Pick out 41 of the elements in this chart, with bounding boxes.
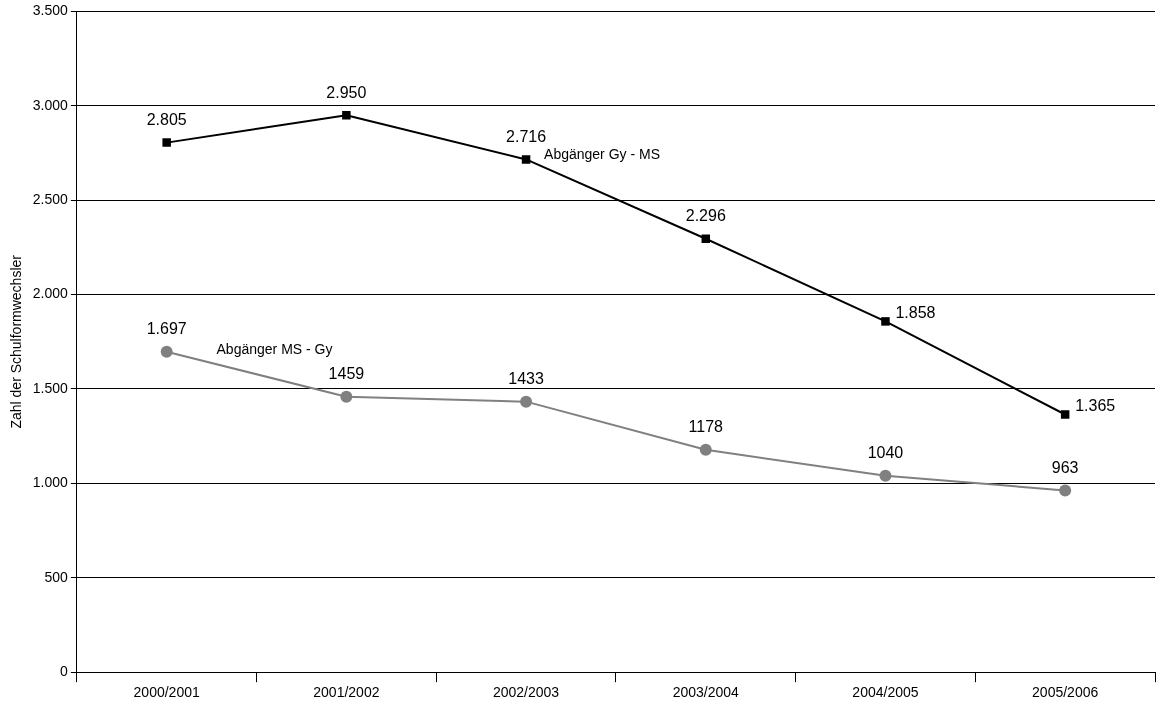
- x-tick-label: 2005/2006: [1032, 684, 1099, 701]
- data-label: 1040: [867, 444, 904, 462]
- data-label: 1.365: [1075, 396, 1116, 414]
- point: [340, 390, 353, 403]
- point: [342, 111, 351, 120]
- y-tick-label: 3.000: [32, 96, 69, 113]
- point: [1060, 410, 1070, 419]
- x-tick-label: 2001/2002: [313, 684, 380, 701]
- data-label: 2.296: [685, 207, 726, 225]
- data-label: 2.805: [146, 111, 187, 129]
- data-label: 2.716: [506, 127, 547, 145]
- point: [1059, 484, 1072, 497]
- y-tick-label: 2.500: [32, 191, 69, 208]
- series-label: Abgänger MS - Gy: [216, 340, 333, 357]
- data-label: 1.858: [895, 303, 936, 321]
- point: [162, 138, 171, 147]
- data-label: 2.950: [326, 83, 367, 101]
- x-tick-label: 2003/2004: [672, 684, 740, 701]
- y-tick-label: 0: [60, 663, 69, 680]
- point: [520, 395, 533, 408]
- y-tick-label: 1.000: [32, 474, 69, 491]
- x-tick-label: 2000/2001: [133, 684, 200, 701]
- x-tick-label: 2004/2005: [852, 684, 919, 701]
- data-label: 1433: [508, 370, 544, 388]
- point: [521, 155, 531, 164]
- data-label: 1.697: [146, 320, 187, 338]
- data-label: 963: [1051, 458, 1079, 476]
- data-label: 1459: [328, 365, 365, 383]
- x-tick-label: 2002/2003: [492, 684, 560, 701]
- y-tick-label: 500: [44, 568, 69, 585]
- y-tick-label: 2.000: [32, 285, 69, 302]
- y-tick-label: 3.500: [32, 2, 69, 19]
- point: [701, 234, 711, 243]
- series-label: Abgänger Gy - MS: [544, 146, 660, 163]
- y-axis-title: Zahl der Schulformwechsler: [8, 254, 25, 429]
- y-tick-label: 1.500: [32, 379, 69, 396]
- point: [160, 345, 173, 358]
- point: [879, 469, 892, 482]
- point: [881, 317, 890, 326]
- data-label: 1178: [688, 418, 724, 436]
- point: [699, 443, 712, 456]
